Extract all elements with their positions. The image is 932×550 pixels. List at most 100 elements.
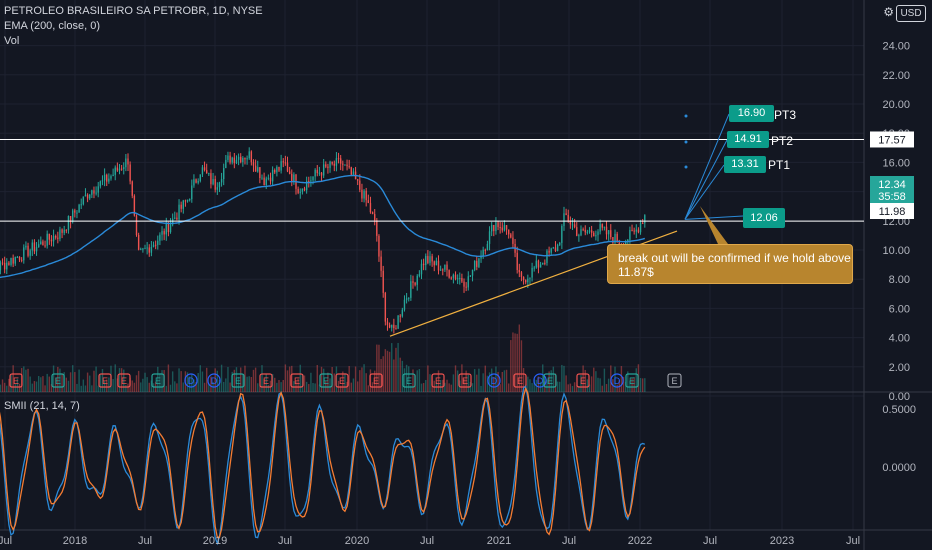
candle-body bbox=[546, 250, 548, 263]
candle-body bbox=[33, 242, 36, 252]
candle-body bbox=[382, 270, 384, 293]
volume-bar bbox=[225, 378, 227, 392]
volume-bar bbox=[420, 383, 423, 392]
candle-body bbox=[531, 267, 533, 278]
volume-bar bbox=[191, 374, 193, 392]
candle-body bbox=[569, 221, 572, 225]
volume-bar bbox=[350, 382, 353, 392]
candle-body bbox=[376, 220, 378, 236]
time-tick: 2019 bbox=[203, 535, 227, 547]
vol-legend[interactable]: Vol bbox=[4, 35, 20, 47]
volume-bar bbox=[578, 385, 580, 392]
currency-badge[interactable]: USD bbox=[896, 5, 926, 22]
candle-body bbox=[265, 178, 267, 185]
time-tick: Jul bbox=[0, 535, 12, 547]
candle-body bbox=[452, 274, 455, 278]
candle-body bbox=[1, 262, 4, 264]
time-tick: Jul bbox=[420, 535, 434, 547]
candle-body bbox=[563, 213, 565, 226]
candle-body bbox=[361, 189, 363, 199]
volume-bar bbox=[342, 371, 344, 392]
time-tick: 2018 bbox=[63, 535, 87, 547]
candle-body bbox=[269, 177, 272, 182]
volume-bar bbox=[116, 378, 119, 392]
earnings-marker-text: D bbox=[537, 376, 544, 386]
volume-bar bbox=[450, 384, 452, 392]
support-box[interactable]: 12.06 bbox=[743, 208, 785, 228]
volume-bar bbox=[520, 340, 523, 392]
candle-body bbox=[322, 164, 325, 176]
pt1-label: PT1 bbox=[768, 158, 791, 172]
candle-body bbox=[240, 156, 242, 163]
candle-body bbox=[110, 176, 112, 179]
candle-body bbox=[154, 244, 157, 246]
volume-bar bbox=[425, 380, 427, 392]
candle-body bbox=[108, 178, 110, 182]
candle-body bbox=[614, 233, 616, 244]
time-tick: Jul bbox=[138, 535, 152, 547]
candle-body bbox=[193, 179, 195, 186]
gear-icon[interactable]: ⚙ bbox=[883, 5, 894, 19]
resistance-price-label: 17.57 bbox=[878, 134, 906, 146]
volume-bar bbox=[503, 370, 506, 392]
earnings-marker bbox=[319, 373, 333, 388]
volume-bar bbox=[378, 344, 380, 392]
candle-body bbox=[484, 249, 486, 251]
candle-body bbox=[167, 222, 170, 233]
volume-bar bbox=[605, 384, 608, 392]
candle-body bbox=[229, 155, 231, 163]
volume-bar bbox=[597, 377, 599, 392]
candle-body bbox=[16, 256, 19, 258]
volume-bar bbox=[567, 384, 569, 392]
candle-body bbox=[388, 324, 391, 328]
candle-body bbox=[144, 248, 146, 250]
smii-legend[interactable]: SMII (21, 14, 7) bbox=[4, 400, 80, 412]
candle-body bbox=[186, 199, 189, 202]
candle-body bbox=[80, 204, 82, 206]
candle-body bbox=[463, 281, 465, 287]
candle-body bbox=[476, 260, 478, 267]
candle-body bbox=[488, 231, 491, 244]
volume-bar bbox=[278, 380, 280, 392]
candle-body bbox=[299, 191, 301, 193]
earnings-marker-text: E bbox=[55, 376, 61, 386]
price-axis[interactable]: 24.0022.0020.0018.0016.0014.0012.0010.00… bbox=[870, 41, 916, 474]
volume-bar bbox=[227, 367, 229, 392]
price-tick: 10.00 bbox=[882, 245, 910, 257]
horizontal-levels[interactable] bbox=[0, 138, 864, 222]
candle-body bbox=[429, 256, 431, 263]
candle-body bbox=[369, 202, 372, 213]
earnings-marker-text: E bbox=[373, 376, 379, 386]
time-axis[interactable]: Jul 2018 Jul 2019 Jul 2020 Jul 2021 Jul 2022 Jul 20… bbox=[0, 535, 860, 547]
volume-bar bbox=[93, 370, 95, 392]
candle-body bbox=[212, 179, 214, 185]
volume-bar bbox=[546, 379, 548, 392]
pt1-box[interactable]: 13.31 bbox=[724, 156, 766, 173]
candle-body bbox=[223, 168, 225, 180]
volume-bar bbox=[240, 367, 242, 392]
volume-bar bbox=[437, 370, 440, 392]
ema-legend[interactable]: EMA (200, close, 0) bbox=[4, 20, 100, 32]
breakout-callout[interactable]: break out will be confirmed if we hold a… bbox=[607, 244, 853, 284]
volume-bar bbox=[412, 369, 414, 392]
volume-bar bbox=[112, 379, 114, 392]
candle-body bbox=[408, 297, 410, 299]
candle-body bbox=[612, 237, 614, 244]
candle-body bbox=[629, 229, 631, 240]
volume-bar bbox=[159, 373, 161, 392]
volume-bar bbox=[237, 376, 240, 392]
earnings-marker bbox=[259, 373, 273, 388]
candle-body bbox=[101, 180, 104, 182]
pt3-box[interactable]: 16.90 bbox=[729, 105, 774, 122]
pt2-box[interactable]: 14.91 bbox=[727, 131, 769, 148]
candle-body bbox=[644, 215, 646, 224]
volume-bar bbox=[59, 368, 61, 392]
volume-bar bbox=[616, 384, 618, 392]
candle-body bbox=[303, 188, 306, 191]
symbol-legend[interactable]: PETROLEO BRASILEIRO SA PETROBR, 1D, NYSE bbox=[4, 5, 263, 17]
earnings-marker-text: E bbox=[435, 376, 441, 386]
candle-body bbox=[244, 157, 246, 160]
volume-bar bbox=[478, 368, 480, 392]
